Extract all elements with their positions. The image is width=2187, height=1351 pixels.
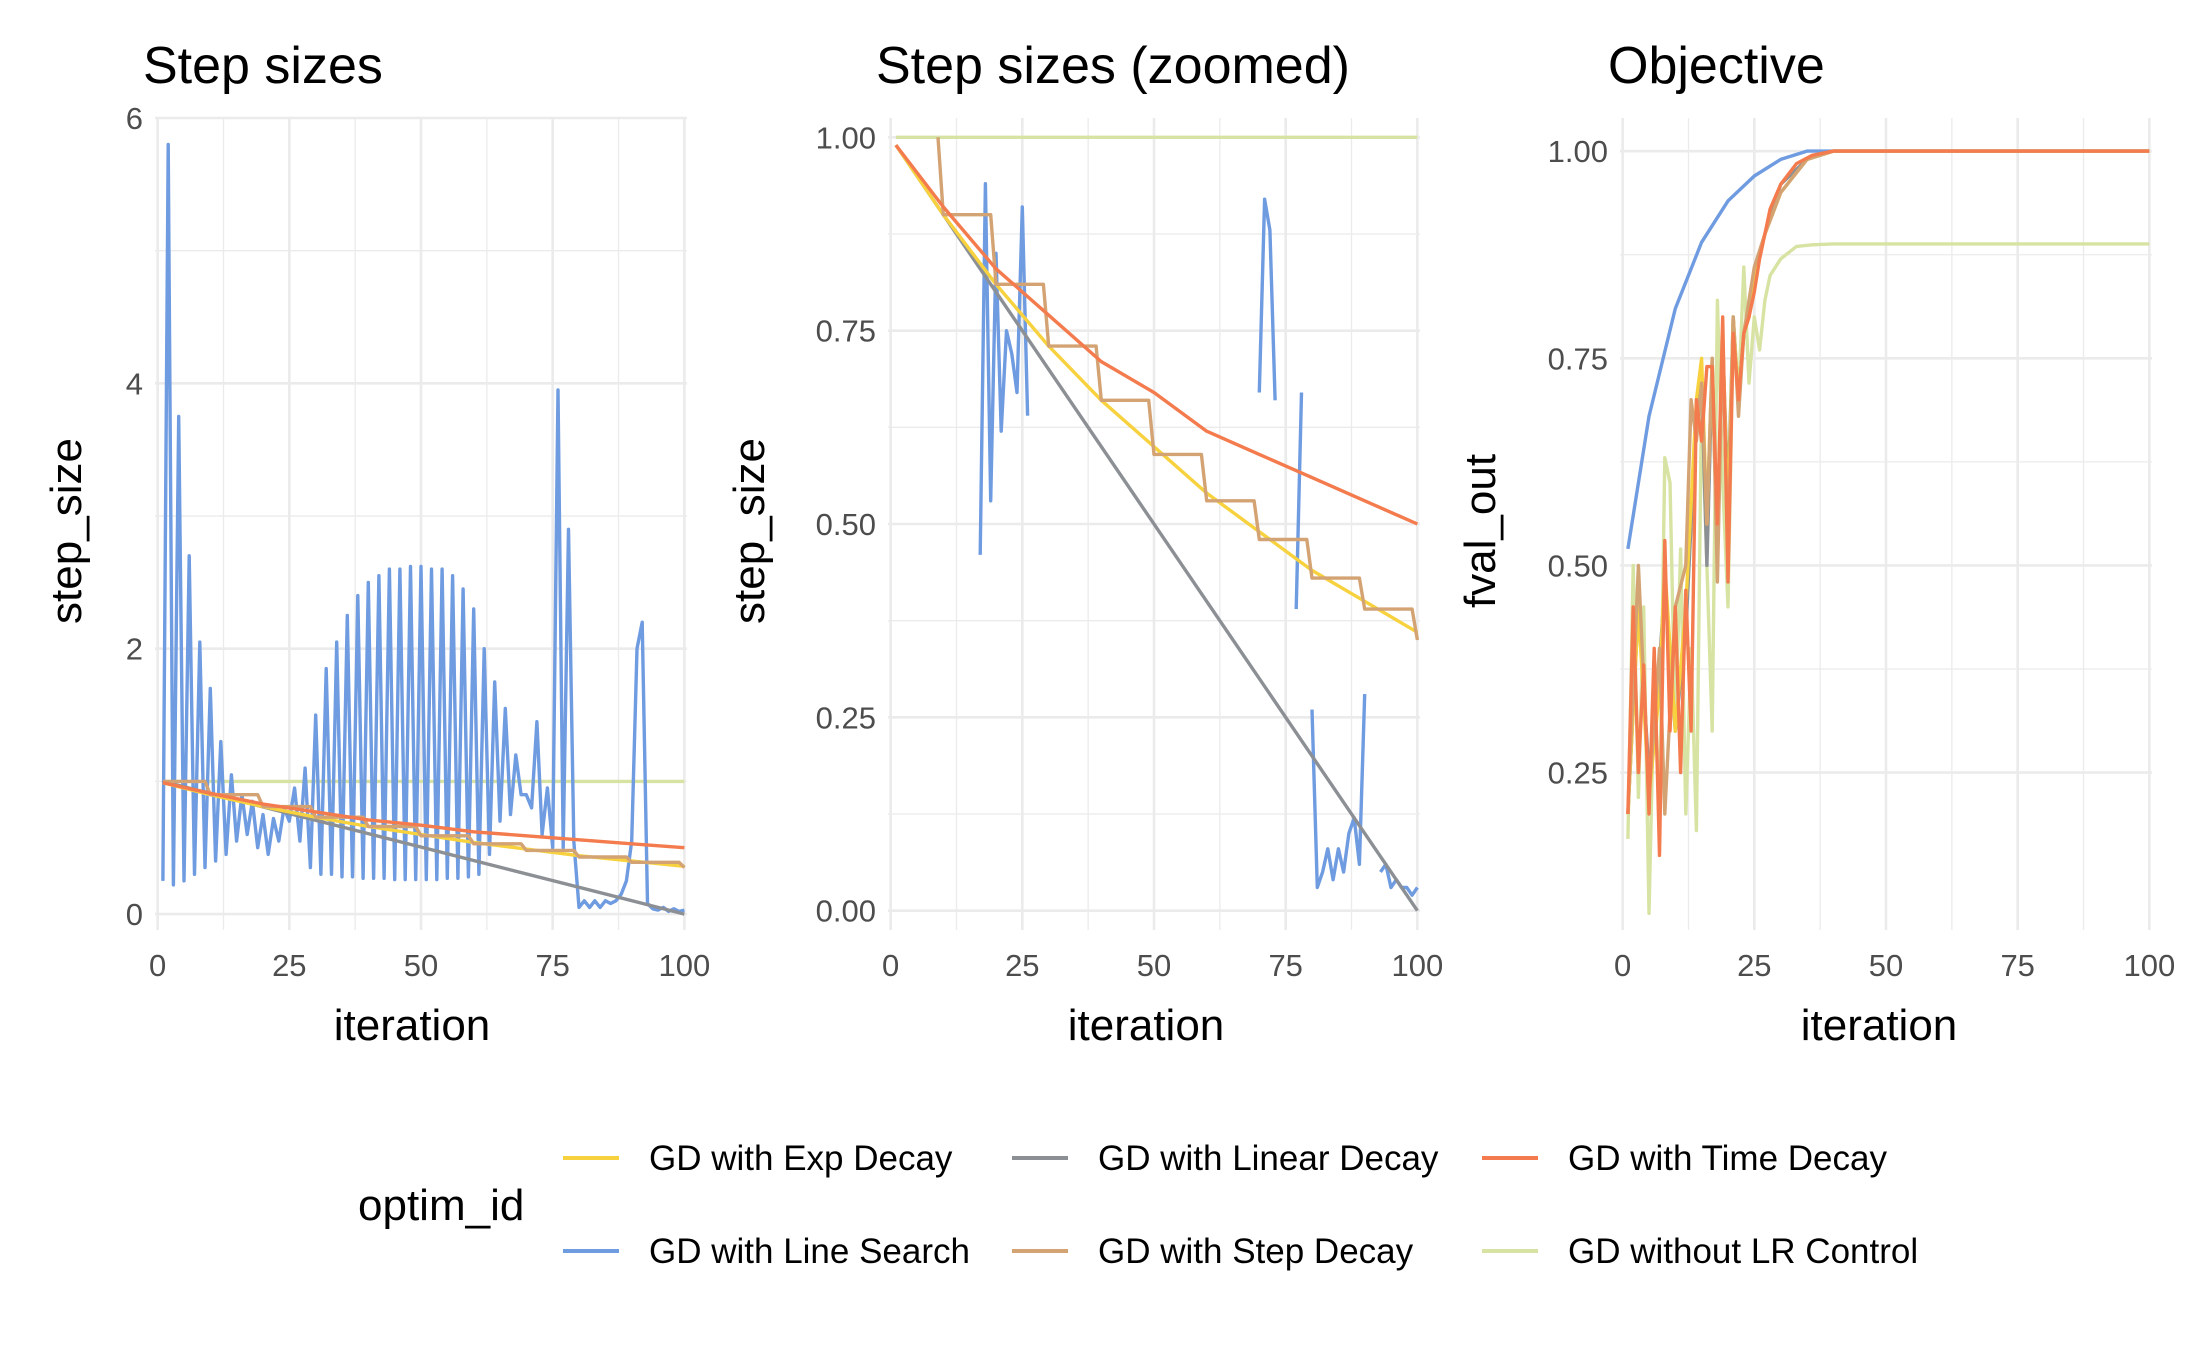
- legend-item-gd-with-line-search: GD with Line Search: [563, 1232, 970, 1271]
- x-tick-label: 50: [1869, 948, 1903, 983]
- series-line-gd-with-linear-decay: [894, 144, 1419, 912]
- panel-title: Step sizes: [143, 37, 383, 95]
- series-group: [1626, 149, 2150, 916]
- legend-title: optim_id: [358, 1181, 524, 1230]
- legend-label: GD with Linear Decay: [1098, 1139, 1439, 1178]
- legend: optim_id GD with Exp Decay GD with Linear…: [358, 1139, 1918, 1271]
- legend-item-gd-with-linear-decay: GD with Linear Decay: [1012, 1139, 1439, 1178]
- series-line-gd-with-line-search: [978, 181, 1030, 555]
- x-tick-label: 50: [1137, 948, 1171, 983]
- legend-item-gd-without-lr-control: GD without LR Control: [1482, 1232, 1918, 1271]
- legend-item-gd-with-step-decay: GD with Step Decay: [1012, 1232, 1414, 1271]
- x-tick-label: 50: [404, 948, 438, 983]
- x-axis-title: iteration: [1068, 1001, 1225, 1050]
- x-tick-label: 0: [149, 948, 166, 983]
- x-tick-label: 0: [882, 948, 899, 983]
- series-line-gd-with-time-decay: [894, 144, 1419, 526]
- y-tick-label: 1.00: [1548, 134, 1608, 169]
- x-axis-title: iteration: [334, 1001, 491, 1050]
- series-line-gd-with-step-decay: [162, 779, 686, 869]
- legend-label: GD without LR Control: [1568, 1232, 1918, 1271]
- x-tick-label: 100: [1391, 948, 1443, 983]
- panel-step-sizes-zoomed: Step sizes (zoomed) 0.00 0.25 0.50 0.75 1.00…: [725, 37, 1443, 1050]
- legend-items: GD with Exp Decay GD with Linear Decay GD …: [563, 1139, 1918, 1271]
- x-tick-label: 75: [535, 948, 569, 983]
- y-tick-label: 2: [126, 632, 143, 667]
- x-tick-label: 100: [658, 948, 710, 983]
- y-tick-label: 4: [126, 366, 143, 401]
- y-tick-label: 0.50: [816, 507, 876, 542]
- y-tick-label: 0.50: [1548, 548, 1608, 583]
- y-tick-label: 0.25: [816, 700, 876, 735]
- x-tick-label: 75: [1268, 948, 1302, 983]
- y-axis-title: step_size: [725, 438, 774, 624]
- series-line-gd-with-line-search: [161, 142, 685, 914]
- y-tick-label: 0.75: [816, 314, 876, 349]
- legend-item-gd-with-exp-decay: GD with Exp Decay: [563, 1139, 953, 1178]
- x-tick-label: 0: [1614, 948, 1631, 983]
- y-tick-label: 0.00: [816, 894, 876, 929]
- legend-label: GD with Exp Decay: [649, 1139, 953, 1178]
- legend-label: GD with Line Search: [649, 1232, 970, 1271]
- panel-title: Objective: [1608, 37, 1825, 95]
- series-line-gd-with-line-search: [1257, 197, 1277, 401]
- panel-title: Step sizes (zoomed): [876, 37, 1350, 95]
- y-tick-label: 0: [126, 897, 143, 932]
- y-tick-label: 6: [126, 101, 143, 136]
- legend-label: GD with Time Decay: [1568, 1139, 1887, 1178]
- series-line-gd-with-line-search: [1310, 694, 1367, 890]
- x-axis-title: iteration: [1801, 1001, 1958, 1050]
- y-axis-title: fval_out: [1456, 454, 1505, 608]
- x-tick-label: 100: [2123, 948, 2175, 983]
- legend-label: GD with Step Decay: [1098, 1232, 1414, 1271]
- series-line-gd-with-time-decay: [162, 781, 685, 850]
- x-tick-label: 25: [1737, 948, 1771, 983]
- series-line-gd-with-time-decay: [1626, 149, 2150, 858]
- y-tick-labels: 0.00 0.25 0.50 0.75 1.00: [816, 120, 876, 928]
- panel-objective: Objective 0.25 0.50 0.75 1.00 0 25 50 75 100 it…: [1456, 37, 2175, 1050]
- y-axis-title: step_size: [42, 438, 91, 624]
- x-tick-labels: 0 25 50 75 100: [1614, 948, 2175, 983]
- series-line-gd-with-line-search: [1294, 392, 1304, 610]
- x-tick-labels: 0 25 50 75 100: [149, 948, 710, 983]
- legend-item-gd-with-time-decay: GD with Time Decay: [1482, 1139, 1887, 1178]
- y-tick-labels: 0 2 4 6: [126, 101, 143, 932]
- series-group: [161, 142, 686, 916]
- x-tick-label: 25: [1005, 948, 1039, 983]
- y-tick-labels: 0.25 0.50 0.75 1.00: [1548, 134, 1608, 790]
- x-tick-label: 25: [272, 948, 306, 983]
- y-tick-label: 1.00: [816, 120, 876, 155]
- series-group: [894, 135, 1420, 912]
- y-tick-label: 0.75: [1548, 341, 1608, 376]
- panel-step-sizes: Step sizes 0 2 4 6 0 25 50 75 100 iteration ste…: [42, 37, 710, 1050]
- x-tick-labels: 0 25 50 75 100: [882, 948, 1443, 983]
- x-tick-label: 75: [2000, 948, 2034, 983]
- y-tick-label: 0.25: [1548, 756, 1608, 791]
- series-line-gd-with-step-decay: [936, 137, 1420, 641]
